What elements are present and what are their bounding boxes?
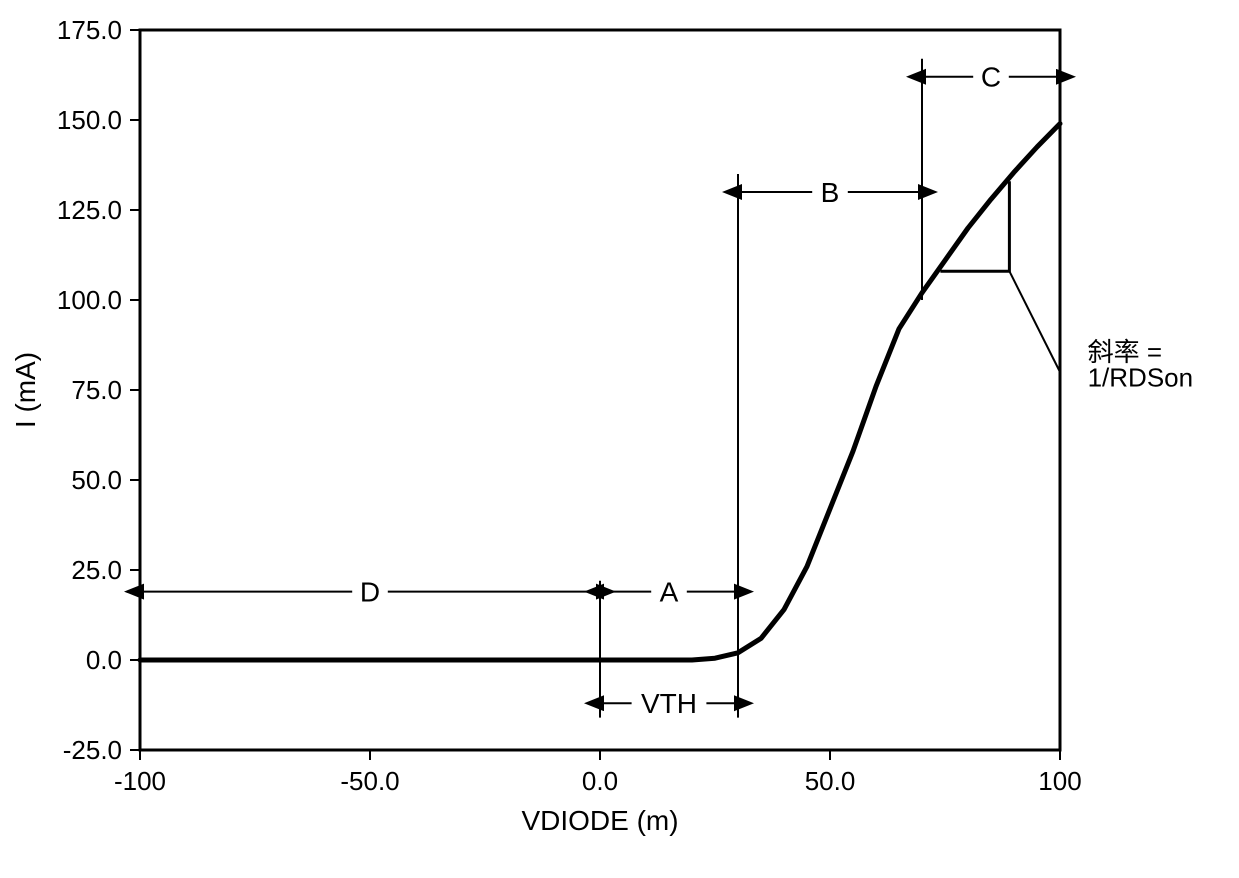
y-tick-label: -25.0 <box>63 735 122 765</box>
region-c-label: C <box>981 62 1001 93</box>
y-tick-label: 0.0 <box>86 645 122 675</box>
region-vth-label: VTH <box>641 688 697 719</box>
y-tick-label: 150.0 <box>57 105 122 135</box>
region-d-label: D <box>360 576 380 607</box>
x-tick-label: 100 <box>1038 766 1081 796</box>
y-axis-label: I (mA) <box>10 352 41 428</box>
iv-curve-chart: -100 -50.0 0.0 50.0 100 VDIODE (m) -25.0 0.0 25.… <box>0 0 1239 878</box>
x-tick-label: -100 <box>114 766 166 796</box>
y-tick-label: 75.0 <box>71 375 122 405</box>
x-tick-label: 0.0 <box>582 766 618 796</box>
x-tick-label: -50.0 <box>340 766 399 796</box>
y-tick-label: 125.0 <box>57 195 122 225</box>
region-b-label: B <box>821 177 840 208</box>
x-tick-label: 50.0 <box>805 766 856 796</box>
y-tick-label: 100.0 <box>57 285 122 315</box>
chart-container: -100 -50.0 0.0 50.0 100 VDIODE (m) -25.0 0.0 25.… <box>0 0 1239 878</box>
x-axis-label: VDIODE (m) <box>521 805 678 836</box>
y-tick-label: 175.0 <box>57 15 122 45</box>
region-a-label: A <box>660 576 679 607</box>
y-tick-label: 50.0 <box>71 465 122 495</box>
slope-text-2: 1/RDSon <box>1088 362 1194 392</box>
y-tick-label: 25.0 <box>71 555 122 585</box>
